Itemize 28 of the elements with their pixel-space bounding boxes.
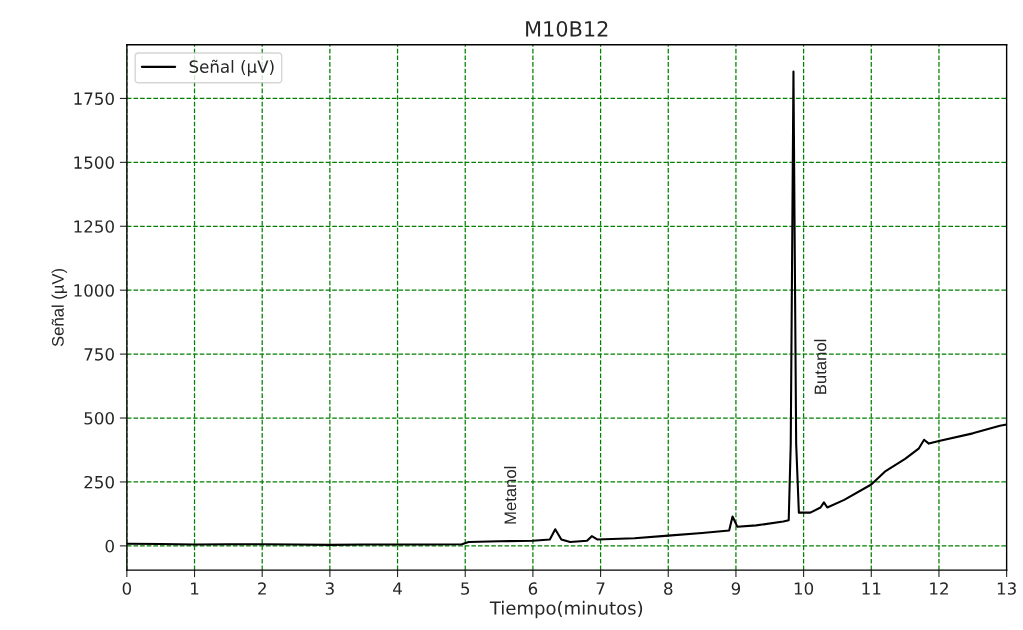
x-tick-label: 4 xyxy=(393,582,402,595)
x-axis-title: Tiempo(minutos) xyxy=(489,600,643,619)
annotation: Butanol xyxy=(814,339,827,394)
y-tick-label: 1000 xyxy=(74,284,114,297)
x-tick-label: 10 xyxy=(794,582,814,595)
x-tick-label: 2 xyxy=(258,582,266,595)
y-tick-label: 1750 xyxy=(74,92,114,105)
y-tick-label: 500 xyxy=(84,411,114,425)
y-tick-label: 1250 xyxy=(74,220,114,233)
y-tick-label: 250 xyxy=(84,475,114,489)
x-tick-label: 12 xyxy=(930,582,948,595)
chart-title: M10B12 xyxy=(526,20,608,37)
x-tick-label: 11 xyxy=(862,582,881,595)
annotation: Metanol xyxy=(503,466,517,524)
y-tick-label: 0 xyxy=(105,539,114,553)
x-tick-label: 8 xyxy=(664,582,673,595)
y-axis-title: Señal (µV) xyxy=(51,268,68,347)
legend-label: Señal (µV) xyxy=(189,59,274,77)
x-tick-label: 1 xyxy=(191,582,199,595)
x-tick-label: 13 xyxy=(997,582,1016,595)
x-tick-label: 3 xyxy=(325,582,334,595)
x-tick-label: 9 xyxy=(731,582,741,595)
x-tick-label: 5 xyxy=(461,582,470,595)
y-tick-label: 750 xyxy=(84,348,114,361)
x-tick-label: 0 xyxy=(122,582,132,595)
x-tick-label: 6 xyxy=(528,582,538,595)
y-tick-label: 1500 xyxy=(74,156,114,169)
x-tick-label: 7 xyxy=(596,582,605,595)
